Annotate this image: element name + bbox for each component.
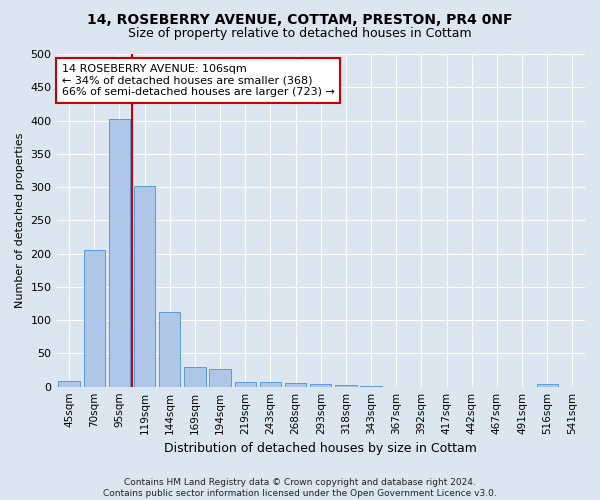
Bar — [58, 382, 80, 386]
Bar — [109, 119, 130, 386]
Bar — [209, 368, 231, 386]
Bar — [335, 384, 356, 386]
Bar — [260, 382, 281, 386]
Bar — [83, 250, 105, 386]
Bar — [134, 186, 155, 386]
Bar — [536, 384, 558, 386]
Text: 14, ROSEBERRY AVENUE, COTTAM, PRESTON, PR4 0NF: 14, ROSEBERRY AVENUE, COTTAM, PRESTON, P… — [87, 12, 513, 26]
Bar — [285, 384, 307, 386]
Bar — [184, 366, 206, 386]
Y-axis label: Number of detached properties: Number of detached properties — [15, 132, 25, 308]
Text: Contains HM Land Registry data © Crown copyright and database right 2024.
Contai: Contains HM Land Registry data © Crown c… — [103, 478, 497, 498]
Bar — [235, 382, 256, 386]
X-axis label: Distribution of detached houses by size in Cottam: Distribution of detached houses by size … — [164, 442, 477, 455]
Bar — [159, 312, 181, 386]
Text: 14 ROSEBERRY AVENUE: 106sqm
← 34% of detached houses are smaller (368)
66% of se: 14 ROSEBERRY AVENUE: 106sqm ← 34% of det… — [62, 64, 335, 97]
Text: Size of property relative to detached houses in Cottam: Size of property relative to detached ho… — [128, 28, 472, 40]
Bar — [310, 384, 331, 386]
